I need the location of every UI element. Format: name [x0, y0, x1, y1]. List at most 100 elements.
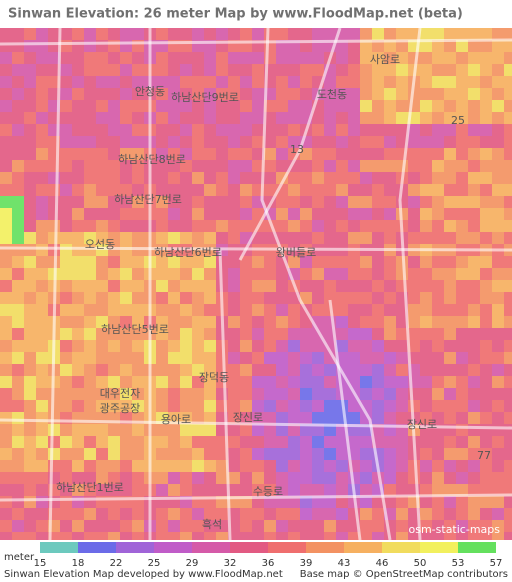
elevation-cell — [240, 208, 252, 220]
elevation-cell — [480, 484, 492, 496]
elevation-cell — [300, 232, 312, 244]
elevation-cell — [396, 328, 408, 340]
elevation-cell — [216, 520, 228, 532]
elevation-cell — [156, 88, 168, 100]
elevation-cell — [480, 424, 492, 436]
elevation-cell — [492, 484, 504, 496]
elevation-cell — [300, 280, 312, 292]
elevation-cell — [192, 328, 204, 340]
elevation-cell — [372, 256, 384, 268]
elevation-cell — [456, 328, 468, 340]
elevation-cell — [96, 148, 108, 160]
elevation-cell — [84, 88, 96, 100]
elevation-cell — [108, 112, 120, 124]
elevation-cell — [120, 28, 132, 40]
elevation-cell — [216, 184, 228, 196]
elevation-cell — [468, 232, 480, 244]
elevation-cell — [408, 160, 420, 172]
elevation-cell — [0, 400, 12, 412]
elevation-cell — [12, 160, 24, 172]
elevation-cell — [0, 88, 12, 100]
elevation-cell — [72, 88, 84, 100]
elevation-cell — [72, 184, 84, 196]
elevation-cell — [228, 400, 240, 412]
elevation-cell — [372, 352, 384, 364]
elevation-cell — [336, 160, 348, 172]
elevation-cell — [360, 292, 372, 304]
elevation-cell — [72, 508, 84, 520]
elevation-cell — [504, 28, 512, 40]
map-label: 대우전자 — [100, 387, 140, 400]
elevation-cell — [0, 136, 12, 148]
elevation-cell — [264, 364, 276, 376]
elevation-cell — [120, 520, 132, 532]
elevation-cell — [0, 460, 12, 472]
elevation-cell — [300, 532, 312, 540]
elevation-cell — [72, 112, 84, 124]
elevation-cell — [168, 400, 180, 412]
elevation-cell — [372, 280, 384, 292]
elevation-cell — [432, 208, 444, 220]
elevation-cell — [252, 400, 264, 412]
elevation-cell — [492, 388, 504, 400]
elevation-cell — [408, 304, 420, 316]
elevation-cell — [492, 448, 504, 460]
elevation-cell — [36, 316, 48, 328]
elevation-cell — [192, 196, 204, 208]
elevation-cell — [312, 196, 324, 208]
elevation-cell — [12, 412, 24, 424]
elevation-cell — [384, 136, 396, 148]
elevation-cell — [444, 412, 456, 424]
elevation-cell — [492, 136, 504, 148]
elevation-cell — [384, 100, 396, 112]
elevation-cell — [228, 304, 240, 316]
elevation-cell — [120, 88, 132, 100]
elevation-cell — [336, 124, 348, 136]
elevation-cell — [480, 52, 492, 64]
elevation-cell — [336, 472, 348, 484]
elevation-cell — [360, 76, 372, 88]
elevation-cell — [324, 160, 336, 172]
elevation-cell — [300, 184, 312, 196]
elevation-cell — [432, 184, 444, 196]
elevation-cell — [252, 508, 264, 520]
elevation-cell — [132, 520, 144, 532]
elevation-cell — [204, 76, 216, 88]
elevation-cell — [276, 304, 288, 316]
elevation-cell — [60, 508, 72, 520]
elevation-cell — [216, 76, 228, 88]
elevation-cell — [60, 340, 72, 352]
elevation-cell — [384, 208, 396, 220]
elevation-cell — [12, 328, 24, 340]
elevation-cell — [276, 424, 288, 436]
elevation-cell — [96, 136, 108, 148]
elevation-cell — [228, 376, 240, 388]
elevation-cell — [444, 256, 456, 268]
elevation-cell — [492, 292, 504, 304]
elevation-cell — [120, 112, 132, 124]
elevation-cell — [24, 412, 36, 424]
elevation-cell — [396, 112, 408, 124]
elevation-cell — [204, 28, 216, 40]
elevation-cell — [204, 424, 216, 436]
elevation-cell — [120, 268, 132, 280]
elevation-cell — [228, 64, 240, 76]
elevation-cell — [120, 220, 132, 232]
elevation-cell — [132, 256, 144, 268]
elevation-cell — [216, 64, 228, 76]
elevation-cell — [156, 268, 168, 280]
elevation-cell — [432, 256, 444, 268]
elevation-cell — [432, 472, 444, 484]
elevation-cell — [396, 364, 408, 376]
elevation-cell — [24, 136, 36, 148]
elevation-cell — [24, 292, 36, 304]
elevation-cell — [24, 316, 36, 328]
elevation-cell — [264, 424, 276, 436]
elevation-cell — [48, 52, 60, 64]
elevation-cell — [36, 232, 48, 244]
elevation-cell — [384, 112, 396, 124]
elevation-cell — [444, 88, 456, 100]
elevation-cell — [372, 304, 384, 316]
elevation-cell — [60, 112, 72, 124]
map-label: 왕버들로 — [276, 246, 316, 259]
